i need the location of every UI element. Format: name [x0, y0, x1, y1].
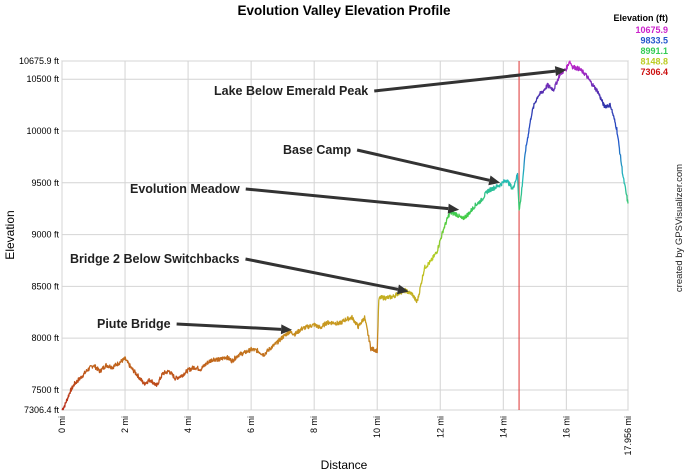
annotation: Piute Bridge: [97, 317, 293, 335]
y-tick-label: 9500 ft: [31, 178, 59, 188]
x-tick-label: 4 mi: [183, 416, 193, 433]
x-tick-label: 8 mi: [309, 416, 319, 433]
y-tick-labels: 7306.4 ft 7500 ft 8000 ft 8500 ft 9000 ft 950…: [19, 56, 60, 415]
elevation-series-line: [61, 60, 629, 411]
y-tick-label: 10000 ft: [26, 126, 59, 136]
annotation: Lake Below Emerald Peak: [214, 66, 567, 98]
x-tick-label: 2 mi: [120, 416, 130, 433]
annotation-label: Base Camp: [283, 143, 351, 157]
plot-area: [61, 60, 629, 411]
y-tick-label: 7306.4 ft: [24, 405, 60, 415]
annotation-label: Lake Below Emerald Peak: [214, 84, 368, 98]
legend-entry: 7306.4: [640, 67, 668, 77]
y-tick-label: 8500 ft: [31, 281, 59, 291]
annotation-arrowhead: [280, 324, 293, 335]
x-tick-label: 16 mi: [561, 416, 571, 438]
x-tick-label: 14 mi: [498, 416, 508, 438]
x-tick-labels: 0 mi 2 mi 4 mi 6 mi 8 mi 10 mi 12 mi 14 mi 16 mi…: [57, 416, 633, 456]
annotation: Evolution Meadow: [130, 182, 460, 214]
x-tick-label: 10 mi: [372, 416, 382, 438]
annotation-label: Bridge 2 Below Switchbacks: [70, 252, 240, 266]
annotation: Bridge 2 Below Switchbacks: [70, 252, 409, 295]
x-axis-label: Distance: [321, 458, 368, 472]
annotation-arrowhead: [488, 175, 501, 186]
x-tick-label: 12 mi: [435, 416, 445, 438]
y-axis-label: Elevation: [3, 210, 17, 259]
annotation-arrow-shaft: [245, 257, 399, 291]
legend-title: Elevation (ft): [613, 13, 668, 23]
x-tick-label: 6 mi: [246, 416, 256, 433]
x-tick-label: 17.956 mi: [623, 416, 633, 456]
credit-text: created by GPSVisualizer.com: [674, 164, 685, 292]
annotation-label: Piute Bridge: [97, 317, 171, 331]
annotation-arrow-shaft: [374, 69, 556, 93]
annotation-arrow-shaft: [356, 148, 490, 182]
annotation-arrowhead: [447, 203, 460, 214]
legend-entry: 10675.9: [635, 25, 668, 35]
y-tick-label: 10675.9 ft: [19, 56, 60, 66]
y-tick-label: 8000 ft: [31, 333, 59, 343]
chart-title: Evolution Valley Elevation Profile: [237, 3, 451, 18]
y-tick-label: 7500 ft: [31, 385, 59, 395]
annotation: Base Camp: [283, 143, 501, 186]
annotation-label: Evolution Meadow: [130, 182, 240, 196]
x-tick-label: 0 mi: [57, 416, 67, 433]
y-tick-label: 10500 ft: [26, 74, 59, 84]
legend-entry: 9833.5: [640, 36, 668, 46]
legend: Elevation (ft) 10675.99833.58991.18148.8…: [613, 13, 668, 77]
annotation-arrowhead: [396, 284, 409, 295]
series-layer: [61, 60, 629, 411]
annotation-arrow-shaft: [245, 187, 449, 211]
annotation-arrow-shaft: [176, 322, 282, 331]
legend-entry: 8148.8: [640, 57, 668, 67]
y-tick-label: 9000 ft: [31, 230, 59, 240]
legend-entry: 8991.1: [640, 46, 668, 56]
annotations-layer: Lake Below Emerald Peak Base Camp Evolutio…: [70, 66, 567, 335]
grid-lines: [61, 60, 629, 411]
annotation-arrowhead: [554, 66, 567, 77]
